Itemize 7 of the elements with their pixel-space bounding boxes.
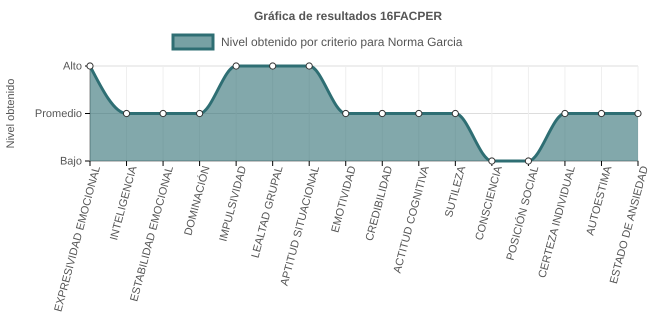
text: Alto xyxy=(63,60,82,73)
legend-label: Nivel obtenido por criterio para Norma Garcia xyxy=(221,35,463,49)
y-axis-title: Nivel obtenido xyxy=(5,78,17,148)
text: Promedio xyxy=(34,108,82,120)
text: Bajo xyxy=(60,156,82,168)
chart-title: Gráfica de resultados 16FACPER xyxy=(254,9,442,23)
x-tick-label: LEALTAD GRUPAL xyxy=(250,164,286,260)
